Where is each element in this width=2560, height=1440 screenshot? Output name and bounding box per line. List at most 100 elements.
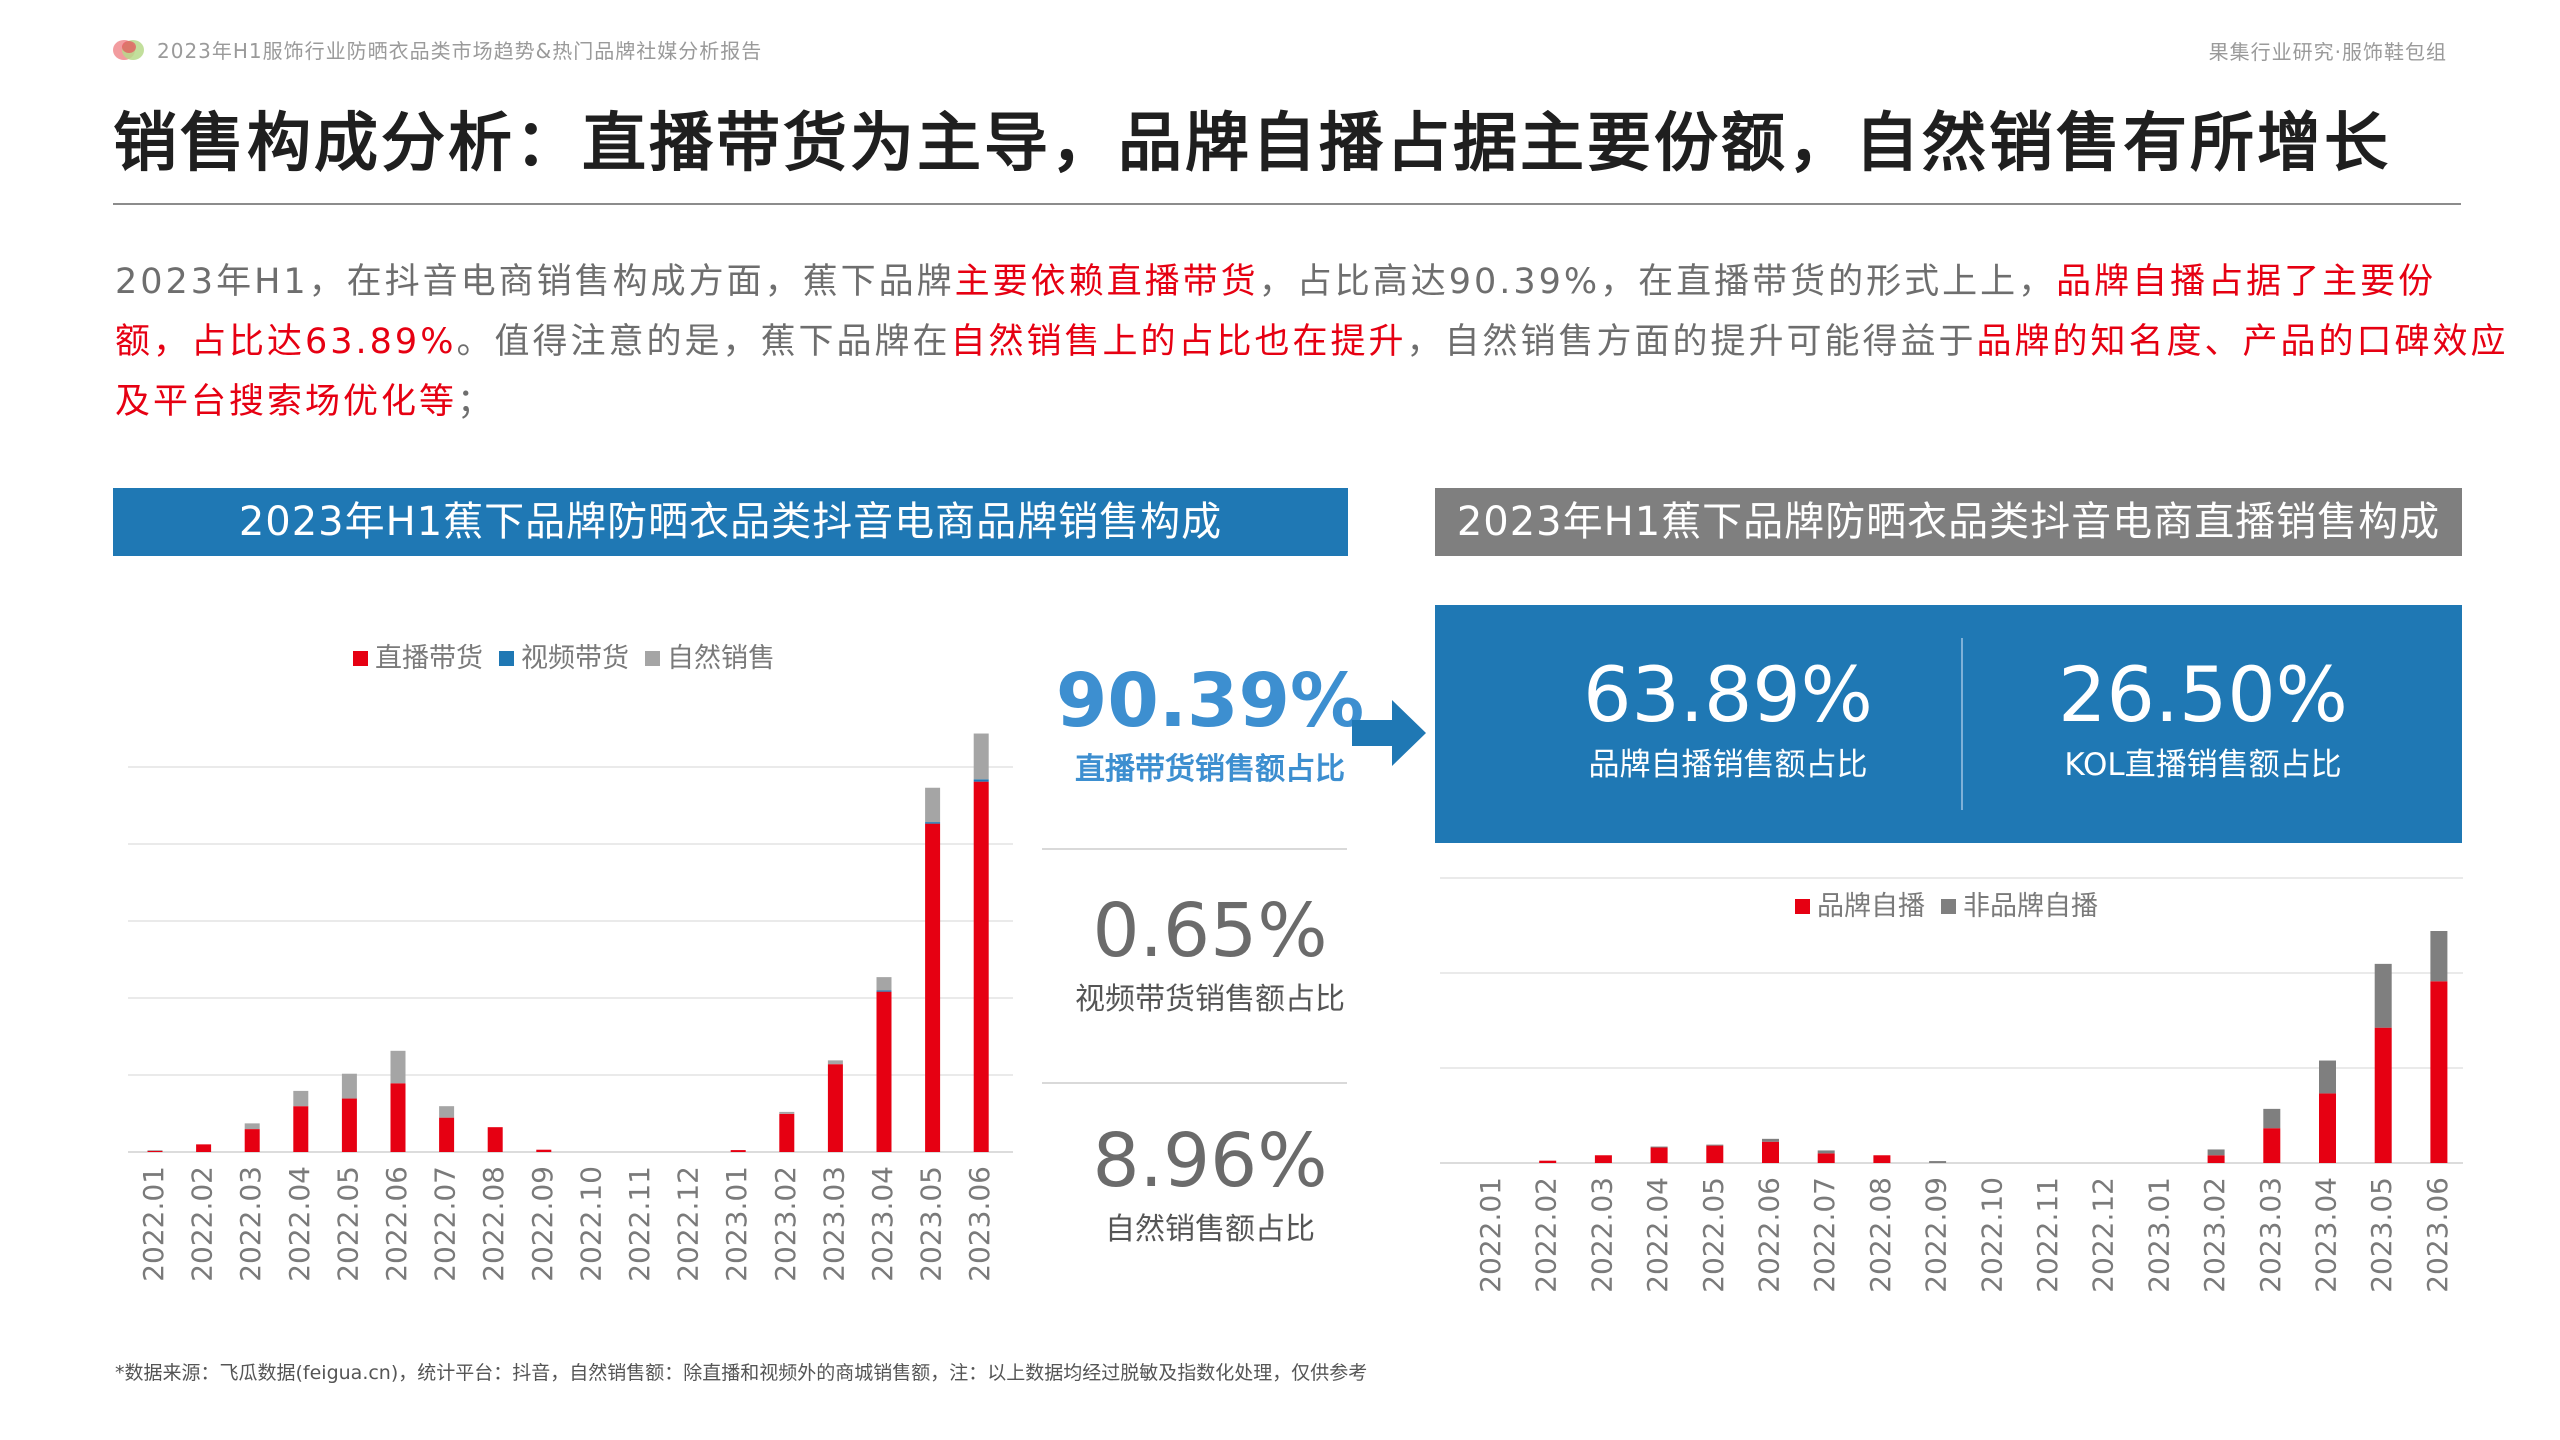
x-tick-label: 2022.08 [477,1166,510,1282]
x-tick-label: 2022.10 [574,1166,607,1282]
x-tick-label: 2022.12 [672,1166,705,1282]
bar-3-2023.02 [779,1111,795,1114]
stat-natural-value: 8.96% [1092,1118,1328,1204]
stat-video: 0.65% 视频带货销售额占比 [1040,888,1380,1018]
legend-swatch [353,651,368,666]
x-tick-label: 2023.06 [963,1166,996,1282]
page-title: 销售构成分析：直播带货为主导，品牌自播占据主要份额，自然销售有所增长 [113,107,2391,181]
intro-text: ，自然销售方面的提升可能得益于 [1406,322,1977,362]
kpi-kol-live-value: 26.50% [2058,650,2348,739]
bar-1-2023.05 [2374,1027,2392,1163]
bar-1-2023.06 [973,781,989,1152]
brand-logo-icon [113,40,144,60]
legend-label: 直播带货 [375,643,483,674]
bar-1-2022.06 [1762,1141,1779,1163]
x-tick-label: 2023.04 [2310,1177,2343,1293]
bar-1-2023.02 [779,1113,795,1152]
legend-swatch [645,651,660,666]
intro-text: 。值得注意的是，蕉下品牌在 [456,322,951,362]
x-tick-label: 2022.06 [380,1166,413,1282]
x-tick-label: 2022.02 [1530,1177,1563,1293]
x-tick-label: 2023.03 [2254,1177,2287,1293]
intro-text: ，占比高达90.39%，在直播带货的形式上上， [1258,262,2057,302]
bar-1-2022.05 [1706,1145,1724,1163]
x-tick-label: 2023.05 [915,1166,948,1282]
x-tick-label: 2022.07 [429,1166,462,1282]
bar-1-2022.08 [1873,1155,1891,1163]
arrow-right-icon [1352,700,1426,766]
bar-1-2022.02 [1539,1160,1557,1163]
intro-text: ； [457,382,496,422]
bar-2-2023.04 [876,990,892,992]
stat-natural: 8.96% 自然销售额占比 [1040,1118,1380,1248]
org-name: 果集行业研究·服饰鞋包组 [2208,40,2447,64]
x-tick-label: 2023.04 [866,1166,899,1282]
stat-live-label: 直播带货销售额占比 [1075,752,1345,787]
intro-highlight: 品牌的知名度、产品的口碑效应及平台搜索场优化等 [115,322,2509,422]
bar-2-2022.06 [1762,1138,1779,1142]
x-tick-label: 2022.01 [1474,1177,1507,1293]
bar-3-2022.05 [341,1073,357,1099]
x-tick-label: 2023.02 [2198,1177,2231,1293]
kpi-brand-live: 63.89% 品牌自播销售额占比 [1493,650,1963,784]
left-section-title: 2023年H1蕉下品牌防晒衣品类抖音电商品牌销售构成 [113,488,1348,556]
stat-live-value: 90.39% [1055,658,1365,744]
x-tick-label: 2022.09 [1920,1177,1953,1293]
bar-1-2023.06 [2430,981,2448,1163]
x-tick-label: 2022.05 [331,1166,364,1282]
live-kpi-panel [1435,605,2462,843]
stat-natural-label: 自然销售额占比 [1105,1212,1315,1247]
bar-3-2022.07 [439,1106,455,1118]
x-tick-label: 2022.09 [526,1166,559,1282]
x-tick-label: 2023.05 [2365,1177,2398,1293]
bar-1-2022.07 [1817,1153,1835,1163]
bar-1-2022.02 [196,1144,212,1152]
bar-1-2022.04 [1650,1147,1668,1163]
kpi-brand-live-label: 品牌自播销售额占比 [1588,747,1868,783]
bar-2-2022.05 [1706,1144,1724,1146]
bar-1-2023.04 [876,991,892,1152]
stat-video-label: 视频带货销售额占比 [1075,982,1345,1017]
bar-3-2023.04 [876,977,892,991]
x-tick-label: 2022.03 [1585,1177,1618,1293]
title-divider [113,203,2461,205]
kpi-kol-live-label: KOL直播销售额占比 [2064,747,2342,783]
x-tick-label: 2023.01 [2142,1177,2175,1293]
intro-highlight: 品牌自播占据了主要份额，占比达63.89% [115,262,2437,362]
intro-highlight: 主要依赖直播带货 [954,262,1259,302]
x-tick-label: 2023.01 [720,1166,753,1282]
bar-1-2022.03 [244,1129,260,1152]
bar-2-2023.03 [2263,1108,2281,1129]
source-footnote: *数据来源：飞瓜数据(feigua.cn)，统计平台：抖音，自然销售额：除直播和… [115,1362,1368,1384]
report-title: 2023年H1服饰行业防晒衣品类市场趋势&热门品牌社媒分析报告 [157,39,763,63]
bar-2-2023.04 [2319,1060,2336,1094]
x-tick-label: 2023.06 [2421,1177,2454,1293]
bar-2-2023.02 [2207,1149,2225,1156]
bar-2-2022.07 [1817,1150,1835,1154]
bar-1-2022.03 [1594,1155,1612,1163]
bar-2-2023.05 [2374,963,2392,1028]
bar-3-2023.06 [973,733,989,780]
bar-1-2023.05 [925,823,941,1152]
bar-1-2022.09 [536,1149,552,1152]
legend-label: 品牌自播 [1817,891,1925,922]
bar-3-2022.06 [390,1050,406,1084]
bar-2-2023.05 [925,822,941,824]
x-tick-label: 2022.05 [1697,1177,1730,1293]
x-tick-label: 2022.08 [1864,1177,1897,1293]
intro-paragraph: 2023年H1，在抖音电商销售构成方面，蕉下品牌主要依赖直播带货，占比高达90.… [115,252,2510,432]
x-tick-label: 2023.02 [769,1166,802,1282]
x-tick-label: 2022.06 [1753,1177,1786,1293]
bar-1-2023.02 [2207,1155,2225,1163]
bar-1-2022.04 [293,1106,309,1152]
bar-1-2022.07 [439,1117,455,1152]
legend-label: 非品牌自播 [1963,891,2098,922]
bar-1-2023.01 [730,1150,746,1152]
stat-divider [1042,848,1347,850]
legend-label: 视频带货 [521,643,629,674]
legend-swatch [1941,899,1956,914]
bar-1-2022.05 [341,1098,357,1152]
bar-2-2022.04 [1650,1146,1668,1148]
bar-3-2023.03 [827,1060,843,1065]
stat-live: 90.39% 直播带货销售额占比 [1040,658,1380,788]
